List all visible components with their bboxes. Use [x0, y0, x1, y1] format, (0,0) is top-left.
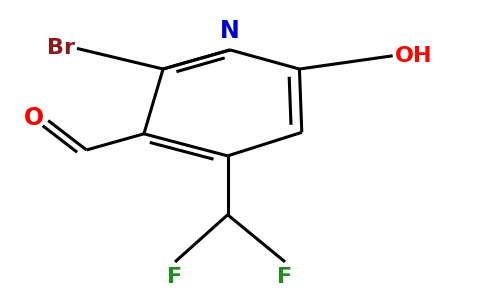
Text: O: O	[24, 106, 45, 130]
Text: Br: Br	[46, 38, 75, 58]
Text: OH: OH	[395, 46, 433, 66]
Text: F: F	[167, 267, 182, 287]
Text: F: F	[277, 267, 293, 287]
Text: N: N	[220, 19, 240, 43]
